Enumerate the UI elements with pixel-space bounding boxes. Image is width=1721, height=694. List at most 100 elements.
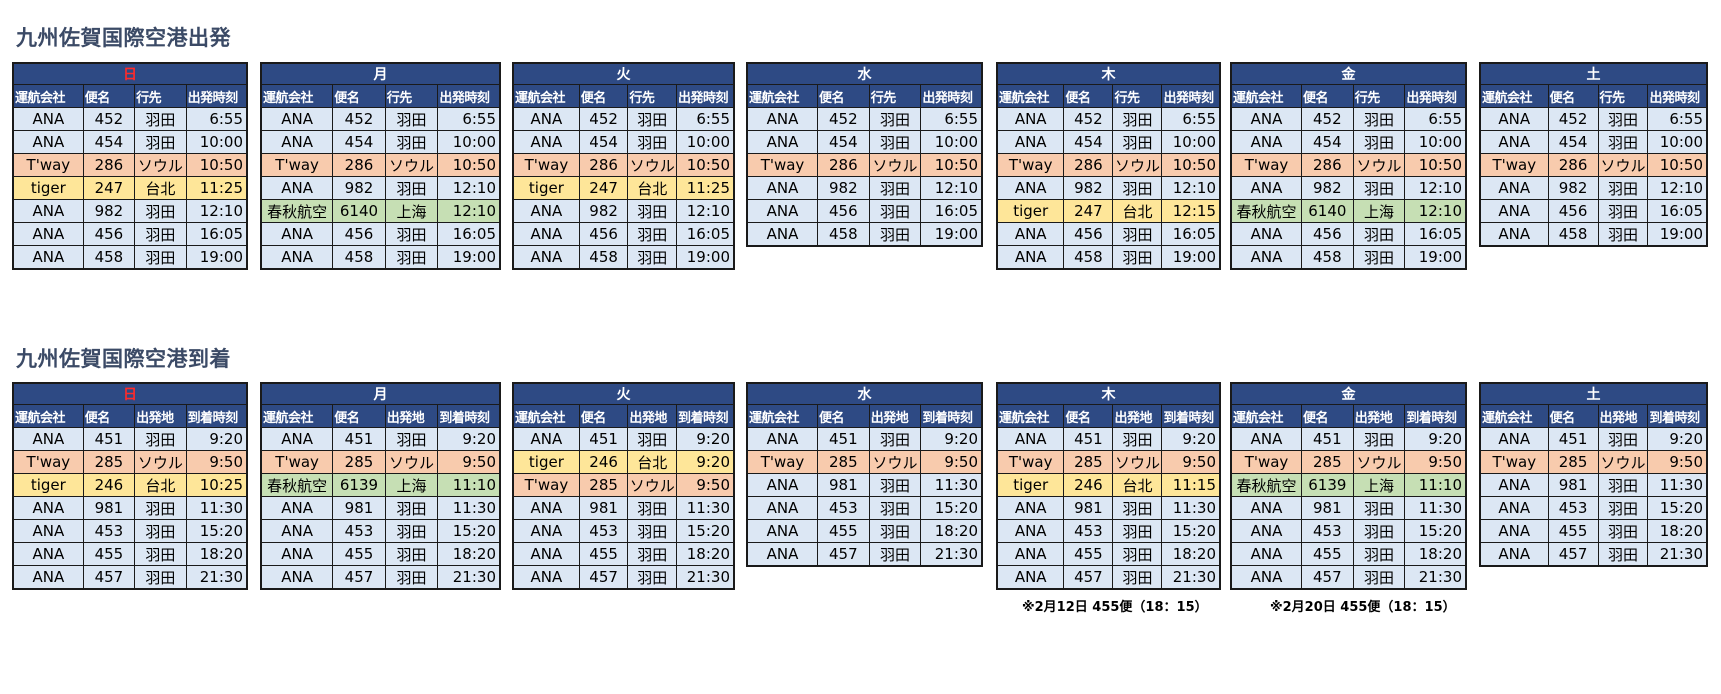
table-row: 春秋航空 6139 上海 11:10 xyxy=(1230,473,1467,497)
time-cell: 10:00 xyxy=(185,130,248,154)
flight-number-cell: 455 xyxy=(1063,542,1114,566)
column-header: 出発時刻 xyxy=(1647,84,1708,108)
departures-table-1: 月運航会社 便名 行先 出発時刻 ANA 452 羽田 6:55 ANA 454 羽田 10:00 T'… xyxy=(260,62,501,270)
airline-cell: ANA xyxy=(996,565,1065,590)
time-cell: 9:50 xyxy=(920,450,983,474)
airline-cell: ANA xyxy=(512,245,580,270)
airline-cell: ANA xyxy=(996,519,1065,543)
flight-number-cell: 286 xyxy=(82,153,136,177)
table-row: ANA 456 羽田 16:05 xyxy=(512,222,735,246)
column-header: 到着時刻 xyxy=(437,404,501,428)
city-cell: 羽田 xyxy=(1112,427,1163,451)
column-header: 出発地 xyxy=(627,404,678,428)
table-row: ANA 981 羽田 11:30 xyxy=(512,496,735,520)
airline-cell: ANA xyxy=(996,427,1065,451)
time-cell: 21:30 xyxy=(1647,542,1708,567)
table-row: ANA 454 羽田 10:00 xyxy=(996,130,1221,154)
flight-number-cell: 451 xyxy=(578,427,629,451)
column-header: 運航会社 xyxy=(996,404,1065,428)
time-cell: 9:20 xyxy=(1647,427,1708,451)
day-header: 木 xyxy=(996,62,1221,85)
day-header: 金 xyxy=(1230,382,1467,405)
table-row: ANA 452 羽田 6:55 xyxy=(996,107,1221,131)
flight-number-cell: 982 xyxy=(817,176,870,200)
flight-number-cell: 982 xyxy=(1063,176,1114,200)
city-cell: 羽田 xyxy=(627,427,678,451)
time-cell: 9:20 xyxy=(1404,427,1467,451)
arrivals-title: 九州佐賀国際空港到着 xyxy=(16,347,231,371)
time-cell: 16:05 xyxy=(437,222,501,246)
airline-cell: ANA xyxy=(512,130,580,154)
flight-number-cell: 454 xyxy=(82,130,136,154)
column-header: 出発地 xyxy=(868,404,922,428)
timetable: 日運航会社 便名 出発地 到着時刻 ANA 451 羽田 9:20 T'way 285 ソウル 9:5… xyxy=(12,382,248,590)
time-cell: 11:30 xyxy=(1161,496,1221,520)
airline-cell: ANA xyxy=(1479,519,1549,543)
time-cell: 19:00 xyxy=(437,245,501,270)
table-row: tiger 247 台北 11:25 xyxy=(12,176,248,200)
table-row: ANA 454 羽田 10:00 xyxy=(1230,130,1467,154)
column-header: 出発時刻 xyxy=(1404,84,1467,108)
city-cell: 羽田 xyxy=(384,222,439,246)
flight-number-cell: 458 xyxy=(1301,245,1354,270)
flight-number-cell: 457 xyxy=(1547,542,1599,567)
flight-number-cell: 455 xyxy=(1547,519,1599,543)
table-row: T'way 285 ソウル 9:50 xyxy=(512,473,735,497)
city-cell: ソウル xyxy=(1352,450,1406,474)
airline-cell: ANA xyxy=(512,565,580,590)
departures-table-6: 土運航会社 便名 行先 出発時刻 ANA 452 羽田 6:55 ANA 454 羽田 10:00 T'… xyxy=(1479,62,1708,247)
airline-cell: ANA xyxy=(512,199,580,223)
flight-number-cell: 458 xyxy=(1063,245,1114,270)
city-cell: ソウル xyxy=(134,153,187,177)
column-header: 便名 xyxy=(817,404,870,428)
timetable: 火運航会社 便名 行先 出発時刻 ANA 452 羽田 6:55 ANA 454 羽田 10:00 T'… xyxy=(512,62,735,270)
column-header: 運航会社 xyxy=(12,84,84,108)
timetable: 水運航会社 便名 出発地 到着時刻 ANA 451 羽田 9:20 T'way 285 ソウル 9:5… xyxy=(746,382,983,567)
city-cell: 羽田 xyxy=(134,245,187,270)
column-header: 行先 xyxy=(868,84,922,108)
table-row: ANA 981 羽田 11:30 xyxy=(996,496,1221,520)
city-cell: ソウル xyxy=(868,450,922,474)
city-cell: 台北 xyxy=(1112,199,1163,223)
table-row: ANA 981 羽田 11:30 xyxy=(1479,473,1708,497)
airline-cell: ANA xyxy=(996,107,1065,131)
timetable: 月運航会社 便名 出発地 到着時刻 ANA 451 羽田 9:20 T'way 285 ソウル 9:5… xyxy=(260,382,501,590)
table-row: ANA 455 羽田 18:20 xyxy=(1479,519,1708,543)
table-row: T'way 285 ソウル 9:50 xyxy=(746,450,983,474)
arrivals-table-5: 金運航会社 便名 出発地 到着時刻 ANA 451 羽田 9:20 T'way 285 ソウル 9:5… xyxy=(1230,382,1467,590)
table-row: T'way 286 ソウル 10:50 xyxy=(1230,153,1467,177)
airline-cell: tiger xyxy=(12,473,84,497)
time-cell: 10:50 xyxy=(185,153,248,177)
time-cell: 11:30 xyxy=(1404,496,1467,520)
column-header: 出発地 xyxy=(134,404,187,428)
city-cell: 羽田 xyxy=(868,496,922,520)
time-cell: 10:00 xyxy=(437,130,501,154)
flight-number-cell: 981 xyxy=(817,473,870,497)
time-cell: 19:00 xyxy=(185,245,248,270)
airline-cell: ANA xyxy=(512,519,580,543)
column-header: 出発地 xyxy=(1352,404,1406,428)
time-cell: 6:55 xyxy=(1404,107,1467,131)
table-row: T'way 286 ソウル 10:50 xyxy=(512,153,735,177)
time-cell: 9:20 xyxy=(1161,427,1221,451)
table-row: ANA 455 羽田 18:20 xyxy=(12,542,248,566)
flight-number-cell: 285 xyxy=(817,450,870,474)
flight-number-cell: 285 xyxy=(578,473,629,497)
flight-number-cell: 286 xyxy=(332,153,386,177)
day-header: 水 xyxy=(746,62,983,85)
table-row: ANA 453 羽田 15:20 xyxy=(512,519,735,543)
time-cell: 10:50 xyxy=(676,153,735,177)
table-row: ANA 451 羽田 9:20 xyxy=(1230,427,1467,451)
column-header: 便名 xyxy=(1547,404,1599,428)
airline-cell: T'way xyxy=(12,153,84,177)
city-cell: 羽田 xyxy=(384,542,439,566)
flight-number-cell: 982 xyxy=(82,199,136,223)
table-row: ANA 455 羽田 18:20 xyxy=(260,542,501,566)
column-header: 便名 xyxy=(332,404,386,428)
time-cell: 11:10 xyxy=(1404,473,1467,497)
city-cell: 羽田 xyxy=(1352,222,1406,246)
city-cell: 羽田 xyxy=(1352,427,1406,451)
flight-number-cell: 458 xyxy=(817,222,870,247)
time-cell: 21:30 xyxy=(920,542,983,567)
city-cell: 羽田 xyxy=(1352,565,1406,590)
